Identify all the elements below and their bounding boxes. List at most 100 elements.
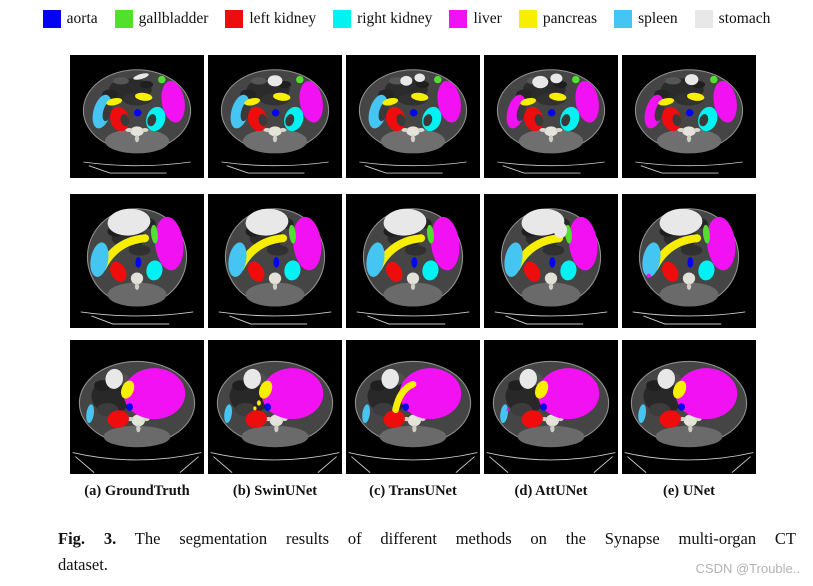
organ-aorta	[411, 256, 418, 268]
legend-swatch-liver	[449, 10, 468, 28]
organ-stomach	[519, 368, 537, 389]
method-column-labels: (a) GroundTruth (b) SwinUNet (c) TransUNet…	[70, 483, 756, 500]
organ-aorta	[685, 109, 694, 117]
organ-right-kidney	[560, 260, 577, 281]
organ-stomach	[383, 208, 427, 236]
organ-stomach	[684, 74, 699, 86]
organ-left-kidney	[659, 410, 681, 428]
organ-left-kidney	[248, 261, 265, 282]
organ-liver	[123, 368, 186, 420]
organ-pancreas	[520, 97, 537, 106]
legend-swatch-right-kidney	[333, 10, 352, 28]
organ-liver	[575, 80, 599, 123]
organ-aorta	[126, 403, 133, 411]
legend-swatch-pancreas	[518, 10, 537, 28]
organ-stomach	[107, 208, 151, 236]
ct-panel-row1-d-attunet	[484, 55, 618, 178]
organ-liver	[430, 216, 460, 271]
panel-row-2	[70, 194, 756, 328]
ct-panel-row1-a-groundtruth	[70, 55, 204, 178]
ct-panel-row2-c-transunet	[346, 194, 480, 328]
organ-stomach	[105, 368, 123, 389]
organ-aorta	[547, 109, 556, 117]
column-label-c: (c) TransUNet	[369, 483, 457, 499]
organ-pancreas	[121, 380, 135, 399]
organ-stomach	[532, 75, 549, 89]
organ-right-kidney	[146, 260, 163, 281]
legend-label: left kidney	[249, 10, 317, 27]
column-label-e: (e) UNet	[663, 483, 715, 499]
organ-gallbladder	[296, 75, 304, 84]
organ-gallbladder	[702, 224, 710, 244]
organ-spleen	[228, 242, 247, 277]
caption-fig-label: Fig. 3.	[58, 529, 117, 548]
segmentation-panel-grid	[70, 55, 756, 474]
ct-panel-row2-b-swinunet	[208, 194, 342, 328]
organ-spleen	[224, 404, 233, 424]
organ-spleen	[86, 404, 95, 424]
caption-text: The segmentation results of different me…	[134, 529, 796, 548]
organ-left-kidney	[521, 410, 543, 428]
organ-stomach	[381, 368, 399, 389]
csdn-watermark: CSDN @Trouble..	[695, 561, 800, 576]
organ-gallbladder	[288, 224, 296, 244]
organ-aorta	[549, 256, 556, 268]
legend-item-gallbladder: gallbladder	[114, 10, 209, 28]
organ-left-kidney	[245, 410, 267, 428]
organ-gallbladder	[710, 75, 718, 84]
organ-liver	[261, 368, 324, 420]
organ-pancreas	[244, 97, 261, 106]
figure-caption: Fig. 3. The segmentation results of diff…	[58, 526, 796, 577]
organ-liver	[154, 216, 184, 271]
organ-pancreas	[106, 97, 123, 106]
column-label-a: (a) GroundTruth	[84, 483, 190, 499]
organ-pancreas	[253, 406, 257, 411]
organ-stomach	[400, 75, 413, 86]
organ-right-kidney	[422, 260, 439, 281]
organ-pancreas	[658, 97, 675, 106]
ct-panel-row3-c-transunet	[346, 340, 480, 474]
legend-item-aorta: aorta	[42, 10, 98, 28]
organ-left-kidney	[110, 261, 127, 282]
organ-pancreas	[673, 380, 687, 399]
organ-liver	[292, 216, 322, 271]
legend-swatch-left-kidney	[225, 10, 244, 28]
organ-stomach	[657, 368, 675, 389]
organ-stomach	[133, 73, 149, 80]
legend-item-spleen: spleen	[614, 10, 678, 28]
organ-liver	[713, 80, 737, 123]
caption-line-2: dataset.	[58, 554, 108, 574]
organ-pancreas	[392, 380, 417, 414]
organ-liver	[646, 273, 651, 278]
organ-left-kidney	[386, 261, 403, 282]
legend-swatch-gallbladder	[114, 10, 133, 28]
organ-aorta	[264, 403, 271, 411]
legend-label: pancreas	[542, 10, 598, 27]
legend-swatch-aorta	[42, 10, 61, 28]
organ-liver	[568, 216, 598, 271]
organ-gallbladder	[426, 224, 434, 244]
ct-panel-row3-d-attunet	[484, 340, 618, 474]
legend-label: spleen	[638, 10, 678, 27]
organ-spleen	[90, 242, 109, 277]
organ-aorta	[271, 109, 280, 117]
legend-label: gallbladder	[138, 10, 209, 27]
organ-pancreas	[549, 92, 567, 101]
organ-left-kidney	[383, 410, 405, 428]
legend-label: right kidney	[357, 10, 433, 27]
organ-liver	[537, 368, 600, 420]
organ-pancreas	[273, 92, 291, 101]
panel-row-3	[70, 340, 756, 474]
column-label-b: (b) SwinUNet	[232, 483, 318, 499]
organ-stomach	[659, 208, 703, 236]
organ-pancreas	[411, 92, 429, 101]
ct-panel-row3-a-groundtruth	[70, 340, 204, 474]
organ-spleen	[504, 242, 523, 277]
organ-stomach	[550, 73, 563, 84]
organ-liver	[506, 408, 510, 412]
organ-gallbladder	[572, 75, 580, 84]
organ-stomach	[267, 75, 283, 87]
organ-aorta	[678, 403, 685, 411]
legend-label: stomach	[718, 10, 771, 27]
legend-item-left-kidney: left kidney	[225, 10, 316, 28]
